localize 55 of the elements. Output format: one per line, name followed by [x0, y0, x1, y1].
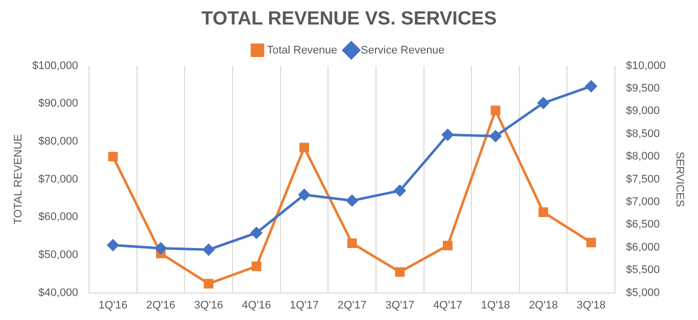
point [442, 240, 452, 250]
y2-tick-label: $7,500 [626, 173, 660, 186]
point [299, 142, 310, 152]
point [252, 262, 262, 272]
y2-tick-label: $6,000 [626, 241, 660, 254]
y2-tick-label: $5,000 [626, 286, 660, 299]
y-tick-label: $60,000 [38, 211, 78, 224]
chart-title: TOTAL REVENUE VS. SERVICES [201, 8, 497, 30]
y-tick-label: $90,000 [38, 98, 78, 110]
y2-tick-label: $9,000 [626, 105, 660, 118]
x-tick-label: 3Q'16 [194, 299, 224, 312]
point [538, 207, 548, 217]
point [585, 80, 597, 92]
point [442, 129, 454, 141]
point [155, 242, 167, 254]
x-tick-label: 3Q'18 [576, 299, 606, 312]
y2-tick-label: $8,000 [626, 150, 660, 163]
point [395, 267, 405, 277]
y2-tick-label: $10,000 [626, 60, 666, 72]
point [538, 97, 550, 109]
x-tick-label: 4Q'17 [433, 299, 462, 312]
y2-tick-label: $9,500 [626, 82, 660, 95]
point [204, 278, 214, 289]
point [108, 152, 118, 162]
x-tick-label: 3Q'17 [385, 299, 414, 312]
point [298, 188, 310, 200]
x-tick-label: 1Q'17 [290, 299, 319, 312]
legend-label: Total Revenue [266, 44, 338, 56]
y2-tick-label: $8,500 [626, 128, 660, 140]
point [107, 239, 119, 251]
point [394, 184, 406, 196]
x-tick-label: 1Q'18 [480, 299, 510, 312]
point [490, 106, 500, 116]
point [202, 244, 214, 256]
y-axis-title: TOTAL REVENUE [12, 134, 25, 224]
y-tick-label: $70,000 [38, 173, 78, 186]
y2-tick-label: $6,500 [626, 218, 660, 231]
point [250, 227, 262, 239]
x-tick-label: 4Q'16 [242, 299, 271, 312]
point [586, 238, 596, 248]
x-tick-label: 2Q'18 [528, 299, 558, 312]
y2-axis-title: SERVICES [673, 152, 686, 208]
x-tick-label: 1Q'16 [98, 299, 128, 312]
y-tick-label: $50,000 [38, 249, 78, 261]
y2-tick-label: $7,000 [626, 196, 660, 208]
x-tick-label: 2Q'17 [338, 299, 367, 312]
y-tick-label: $100,000 [32, 60, 78, 72]
legend-label: Service Revenue [360, 44, 445, 56]
point [347, 238, 357, 248]
point [346, 194, 358, 206]
y-tick-label: $80,000 [38, 136, 78, 148]
point [490, 130, 502, 142]
y-tick-label: $40,000 [38, 286, 78, 299]
y2-tick-label: $5,500 [626, 264, 660, 276]
x-tick-label: 2Q'16 [146, 299, 176, 312]
